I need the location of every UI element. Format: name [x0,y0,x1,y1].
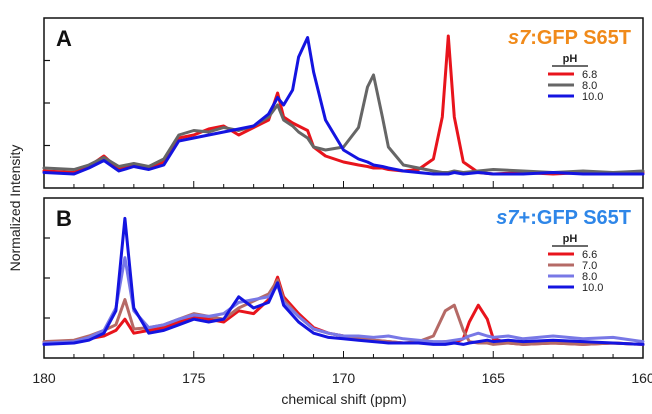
legend-label-ph-10.0: 10.0 [582,282,603,294]
legend-label-ph-8.0: 8.0 [582,271,597,283]
legend-label-ph-6.6: 6.6 [582,249,597,261]
series-line-ph-10.0 [42,36,645,176]
panel-title: s7:GFP S65T [508,27,631,49]
series-line-ph-10.0 [42,216,645,346]
series-line-ph-8.0 [42,73,645,174]
x-tick-label: 175 [182,370,206,386]
panel-title-rest: +:GFP S65T [519,207,631,229]
legend-label-ph-10.0: 10.0 [582,91,603,103]
x-tick-label: 165 [482,370,506,386]
x-tick-label: 180 [32,370,56,386]
panel-title-rest: :GFP S65T [530,27,631,49]
x-tick-label: 170 [332,370,356,386]
y-axis-label: Normalized Intensity [7,145,23,272]
panel-title-italic: s7 [496,207,519,229]
legend-label-ph-7.0: 7.0 [582,260,597,272]
legend-title: pH [563,233,578,245]
panel-letter: B [56,206,72,231]
x-tick-label: 160 [631,370,652,386]
legend-label-ph-8.0: 8.0 [582,80,597,92]
legend-title: pH [563,53,578,65]
series-line-ph-6.8 [42,34,645,176]
panel-title: s7+:GFP S65T [496,207,631,229]
legend-label-ph-6.8: 6.8 [582,69,597,81]
panel-title-italic: s7 [508,27,531,49]
panel-letter: A [56,26,72,51]
x-axis-label: chemical shift (ppm) [281,391,406,407]
